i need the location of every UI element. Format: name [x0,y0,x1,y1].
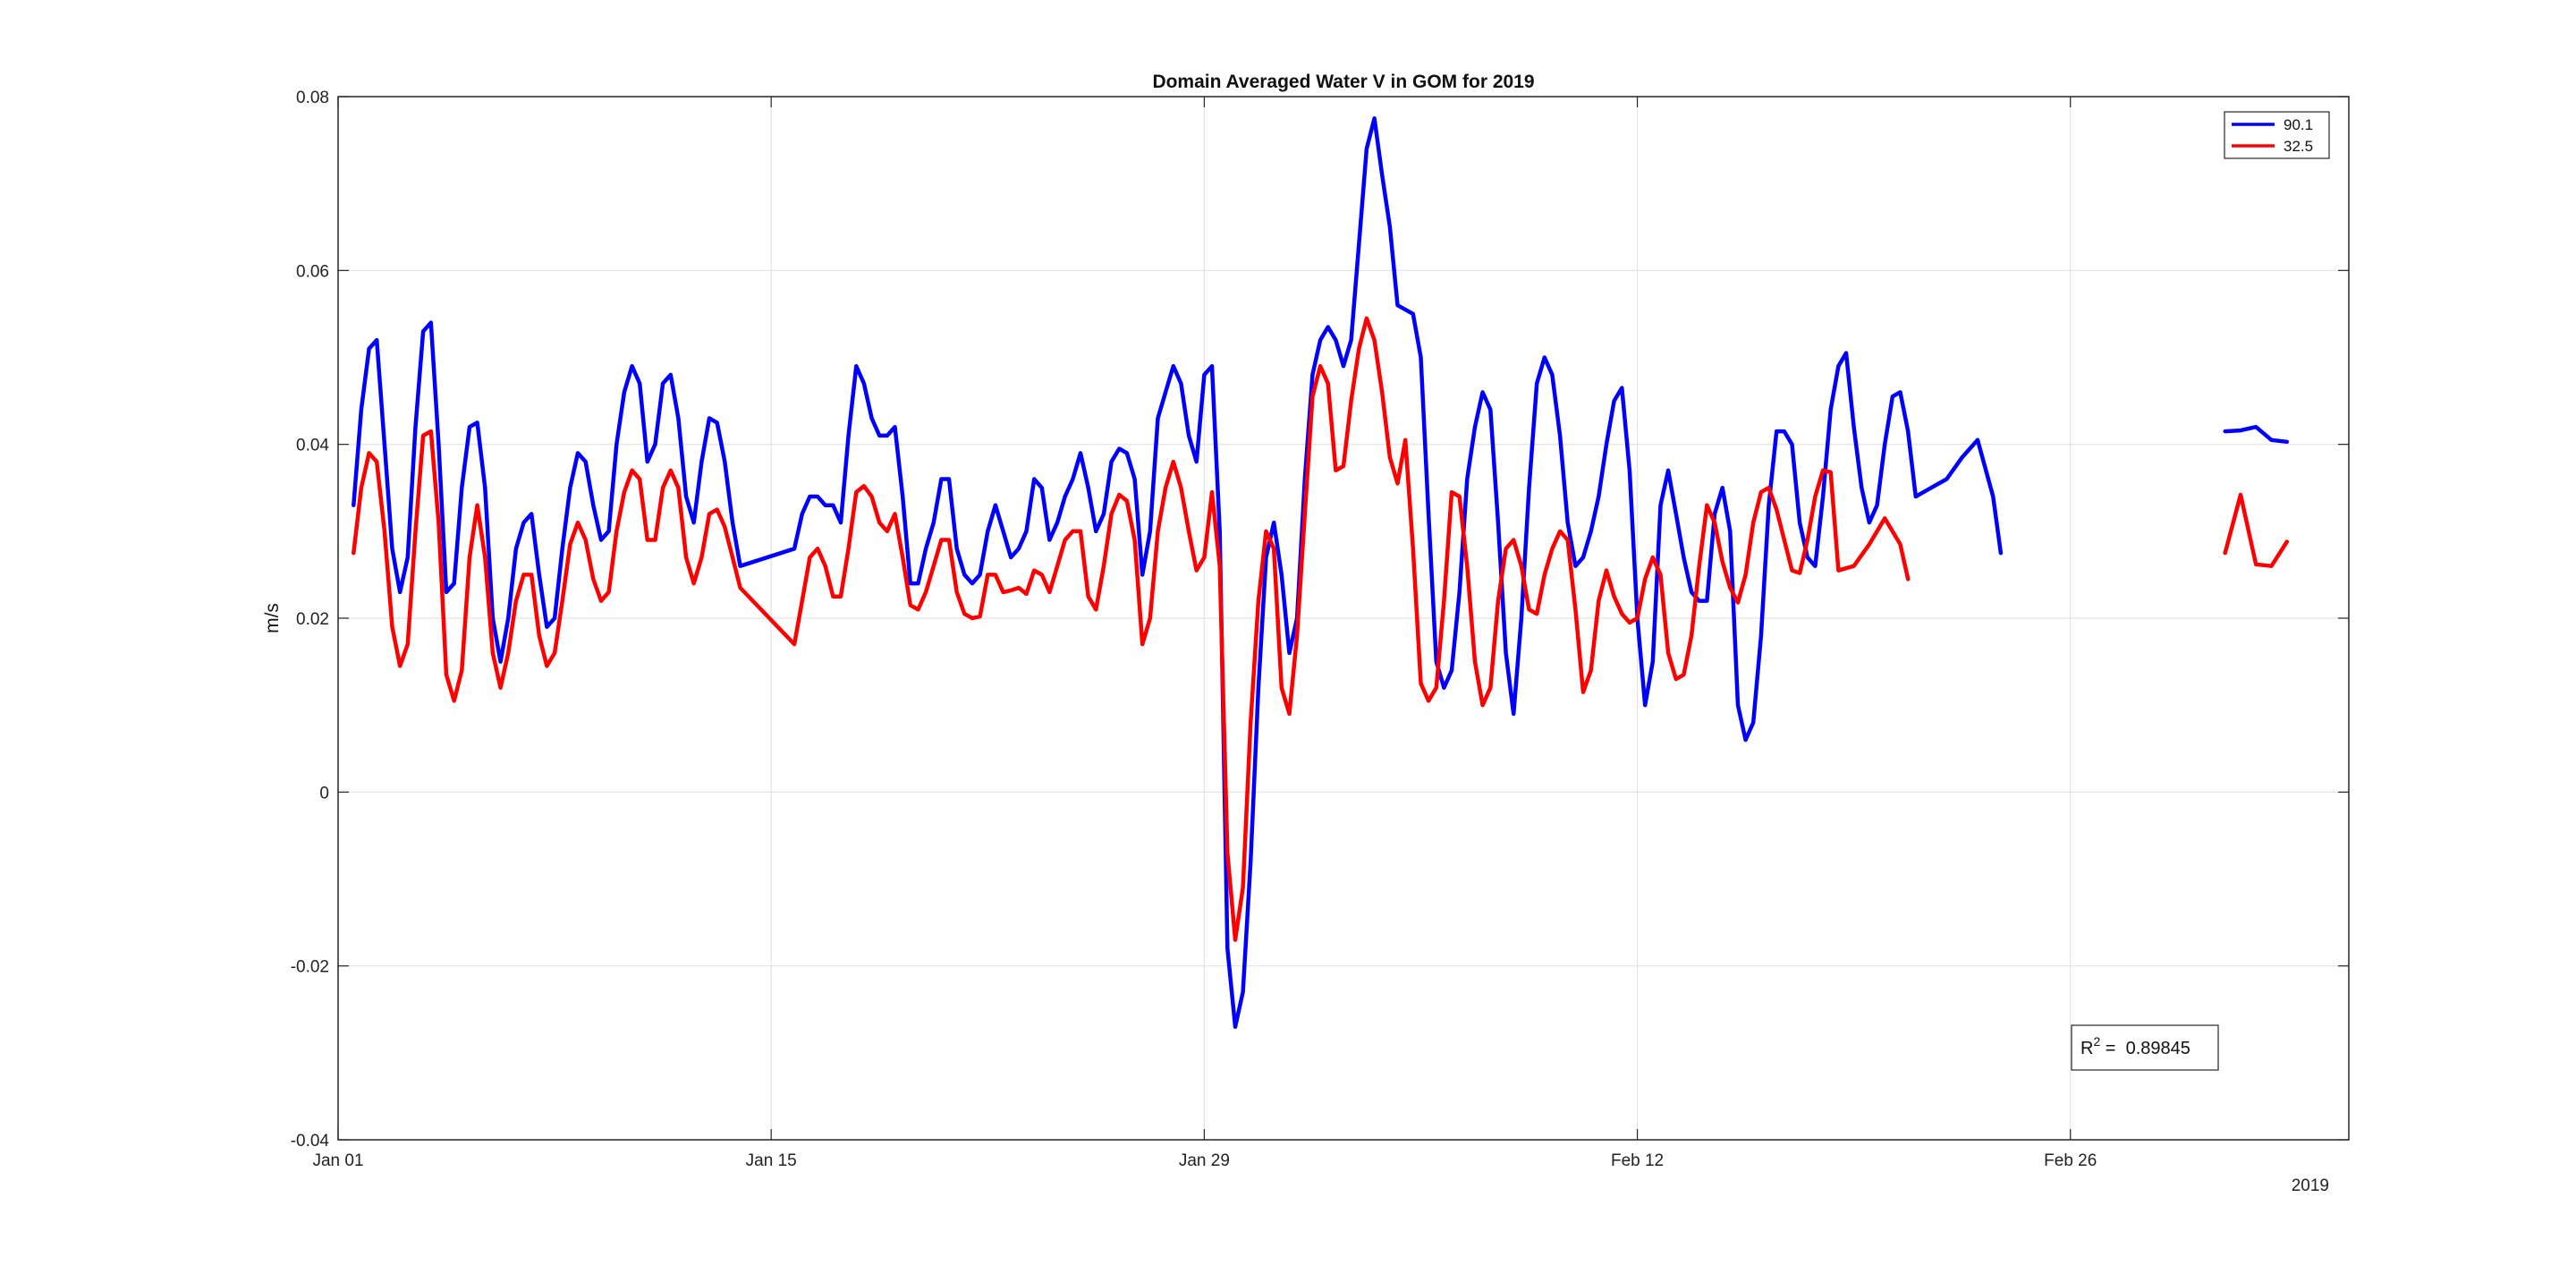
legend-label-series-1: 90.1 [2284,116,2313,133]
y-tick-label: 0.04 [296,437,329,455]
y-tick-label: -0.04 [291,1132,330,1151]
y-tick-label: -0.02 [291,958,329,977]
chart-title: Domain Averaged Water V in GOM for 2019 [1152,72,1534,92]
r-squared-value: = 0.89845 [2100,1039,2190,1058]
series-layer [352,116,2290,1029]
y-tick-label: 0 [319,784,329,803]
x-axis-year-label: 2019 [2292,1176,2329,1195]
legend-label-series-2: 32.5 [2284,138,2313,155]
x-tick-label: Feb 12 [1611,1151,1664,1170]
x-tick-label: Jan 15 [746,1151,797,1170]
legend-box [2224,111,2330,159]
x-tick-label: Jan 01 [312,1151,363,1170]
r-squared-prefix: R [2080,1039,2093,1058]
y-tick-label: 0.02 [296,610,329,629]
x-tick-label: Feb 26 [2044,1151,2097,1170]
y-axis-label: m/s [262,603,283,633]
r-squared-text: R2 = 0.89845 [2080,1034,2190,1058]
series-line-2-segment-1 [352,316,1911,942]
legend: 90.1 32.5 [2224,111,2330,159]
r-squared-annotation: R2 = 0.89845 [2071,1024,2219,1071]
y-tick-label: 0.06 [296,262,329,281]
r-squared-box [2071,1024,2219,1071]
y-tick-label: 0.08 [296,89,329,107]
series-line-2-segment-2 [2223,492,2290,568]
x-tick-label: Jan 29 [1179,1151,1230,1170]
series-line-1-segment-1 [352,116,2004,1029]
series-line-1-segment-2 [2223,424,2290,445]
r-squared-superscript: 2 [2093,1034,2100,1049]
